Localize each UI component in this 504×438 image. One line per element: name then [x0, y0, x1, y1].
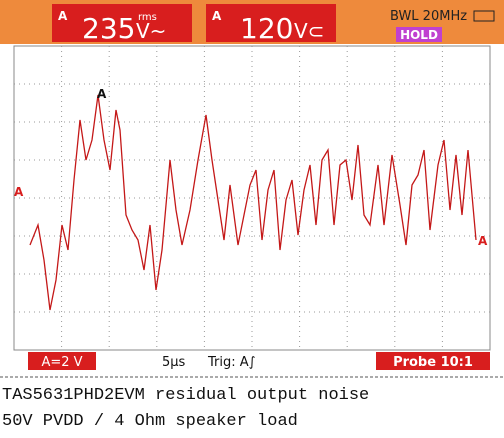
scale-box	[28, 352, 96, 370]
bandwidth: BWL 20MHz	[390, 9, 467, 24]
ch2-unit: V⊂	[294, 19, 324, 43]
ch1-unit-top: rms	[138, 12, 157, 23]
ch2-readout	[206, 4, 336, 42]
ch1-label: A	[58, 9, 68, 23]
scale: A=2 V	[41, 355, 82, 370]
ch2-label: A	[212, 9, 222, 23]
left-marker: A	[14, 185, 24, 199]
battery-icon	[473, 10, 495, 22]
ch1-readout	[52, 4, 192, 42]
ch1-value: 235	[82, 12, 135, 45]
scope-screen: A 235 rms V~ A 120 V⊂ BWL 20MHz HOLD A A…	[0, 0, 504, 378]
probe-box	[376, 352, 490, 370]
waveform	[29, 94, 477, 311]
right-marker: A	[478, 234, 488, 248]
status: HOLD	[400, 28, 438, 42]
timebase: 5µs	[162, 355, 186, 370]
caption-line: 50V PVDD / 4 Ohm speaker load	[2, 412, 298, 431]
grid	[14, 46, 490, 350]
caption-line: TAS5631PHD2EVM residual output noise	[2, 386, 370, 405]
probe: Probe 10:1	[393, 355, 473, 370]
ch2-value: 120	[240, 12, 293, 45]
trigger: Trig: A∫	[207, 355, 256, 370]
hold-badge	[396, 27, 442, 42]
trigger-marker: A	[97, 87, 107, 101]
ch1-unit: V~	[136, 19, 166, 43]
